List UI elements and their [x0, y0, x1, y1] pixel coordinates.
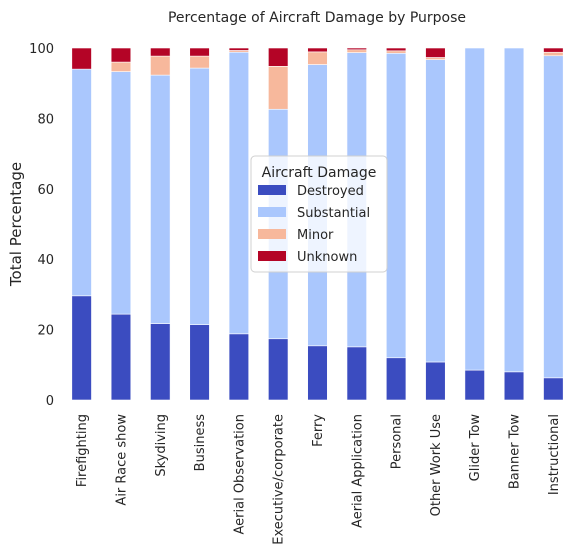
legend-swatch-unknown	[258, 251, 286, 261]
bar-segment-minor	[110, 61, 132, 72]
bar-segment-destroyed	[425, 361, 446, 401]
bar-segment-unknown	[385, 47, 407, 52]
bar-segment-substantial	[464, 47, 485, 371]
bar-segment-destroyed	[71, 295, 92, 401]
bar-segment-minor	[307, 51, 328, 65]
bar-segment-destroyed	[543, 377, 564, 401]
bar-segment-destroyed	[268, 338, 289, 401]
bar-segment-minor	[268, 66, 289, 110]
x-axis-ticks: Firefighting Air Race show Skydiving Busine…	[75, 414, 562, 545]
bar-segment-minor	[189, 55, 210, 69]
legend-label: Unknown	[297, 250, 357, 265]
y-tick-label: 40	[37, 253, 54, 268]
bar-segment-substantial	[425, 59, 446, 363]
bar-segment-destroyed	[346, 346, 367, 401]
legend-title: Aircraft Damage	[262, 165, 377, 181]
y-axis-label: Total Percentage	[7, 162, 25, 287]
bar-segment-substantial	[110, 71, 132, 315]
bar-segment-minor	[425, 57, 446, 60]
y-tick-label: 0	[46, 394, 54, 409]
y-tick-label: 60	[37, 183, 54, 198]
bar-segment-destroyed	[503, 371, 525, 401]
bar-segment-destroyed	[110, 313, 132, 401]
bar-segment-unknown	[543, 47, 564, 53]
x-tick-label: Instructional	[547, 414, 562, 495]
x-tick-label: Firefighting	[75, 414, 90, 487]
legend: Aircraft Damage Destroyed Substantial Minor…	[250, 155, 388, 273]
y-axis-label-group: Total Percentage	[7, 162, 25, 287]
x-tick-label: Ferry	[311, 414, 326, 447]
x-tick-label: Business	[193, 414, 208, 472]
x-tick-label: Glider Tow	[468, 414, 483, 482]
x-tick-label: Aerial Application	[350, 414, 365, 528]
bar-segment-destroyed	[307, 345, 328, 401]
bar-segment-substantial	[503, 47, 525, 373]
bar-segment-unknown	[110, 47, 132, 63]
bar-segment-destroyed	[189, 324, 210, 401]
x-tick-label: Personal	[390, 414, 405, 469]
bar-segment-minor	[385, 50, 407, 54]
legend-swatch-minor	[258, 229, 286, 239]
bar-segment-destroyed	[385, 357, 407, 401]
bar-segment-unknown	[307, 47, 328, 53]
bar-segment-unknown	[268, 47, 289, 67]
bar-segment-unknown	[346, 47, 367, 51]
bar-segment-minor	[543, 51, 564, 57]
x-tick-label: Aerial Observation	[232, 414, 247, 535]
bar-segment-substantial	[543, 55, 564, 379]
bar-segment-substantial	[71, 68, 92, 297]
bar-segment-unknown	[150, 47, 171, 57]
bar-segment-substantial	[189, 67, 210, 325]
bar-segment-unknown	[425, 47, 446, 58]
bar-segment-unknown	[228, 47, 250, 51]
bar-segment-minor	[346, 49, 367, 53]
bar-segment-destroyed	[228, 333, 250, 401]
legend-label: Destroyed	[297, 184, 364, 199]
plot-area	[71, 47, 564, 401]
chart-title: Percentage of Aircraft Damage by Purpose	[168, 10, 466, 26]
bar-segment-substantial	[150, 74, 171, 324]
bar-segment-destroyed	[150, 323, 171, 401]
y-tick-label: 80	[37, 112, 54, 127]
bar-segment-minor	[150, 55, 171, 76]
legend-swatch-substantial	[258, 207, 286, 217]
x-tick-label: Skydiving	[154, 414, 169, 477]
x-tick-label: Other Work Use	[429, 414, 444, 516]
y-tick-label: 20	[37, 324, 54, 339]
bar-segment-substantial	[228, 51, 250, 335]
y-tick-label: 100	[29, 42, 54, 57]
bar-segment-unknown	[189, 47, 210, 57]
bar-segment-substantial	[385, 52, 407, 359]
legend-swatch-destroyed	[258, 185, 286, 195]
x-tick-label: Banner Tow	[508, 414, 523, 490]
bar-segment-unknown	[71, 47, 92, 70]
bar-segment-destroyed	[464, 369, 485, 401]
legend-label: Minor	[297, 228, 334, 243]
x-tick-label: Air Race show	[114, 414, 129, 506]
x-tick-label: Executive/corporate	[272, 414, 287, 545]
legend-label: Substantial	[297, 206, 370, 221]
y-axis-ticks: 0 20 40 60 80 100	[29, 42, 54, 409]
